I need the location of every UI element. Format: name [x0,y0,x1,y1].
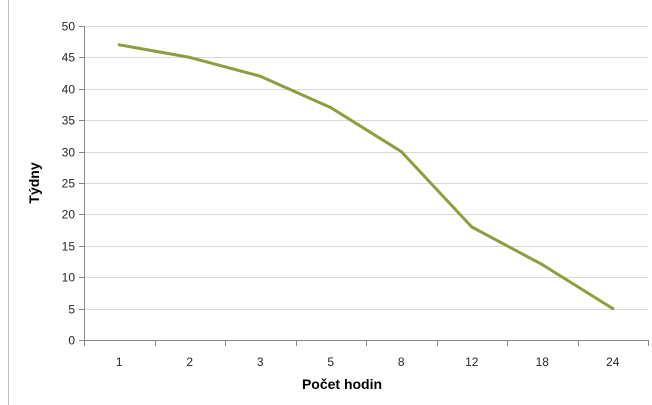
x-tick-label: 18 [536,355,550,369]
data-point [329,106,333,110]
y-tick-label: 50 [62,20,76,34]
y-tick-label: 5 [68,303,75,317]
data-point [470,225,474,229]
data-point [540,263,544,267]
y-axis-title: Týdny [26,162,42,203]
data-point [611,307,615,311]
data-point [258,74,262,78]
y-tick-label: 25 [62,177,76,191]
gridlines [84,26,648,310]
x-tick-label: 2 [186,355,193,369]
x-tick-label: 12 [465,355,479,369]
series-line [117,43,615,311]
x-axis-title: Počet hodin [302,376,382,392]
y-tick-label: 30 [62,146,76,160]
y-tick-label: 45 [62,51,76,65]
y-tick-label: 35 [62,114,76,128]
x-tick-label: 3 [257,355,264,369]
y-tick-label: 20 [62,208,76,222]
series-layer [117,43,615,311]
data-point [399,150,403,154]
x-tick-label: 8 [398,355,405,369]
x-tick-label: 24 [606,355,620,369]
x-tick-label: 1 [116,355,123,369]
axes [79,26,649,346]
y-tick-label: 10 [62,271,76,285]
y-tick-label: 0 [68,334,75,348]
y-tick-label: 40 [62,83,76,97]
x-tick-label: 5 [327,355,334,369]
y-tick-label: 15 [62,240,76,254]
data-point [117,43,121,47]
data-point [188,55,192,59]
